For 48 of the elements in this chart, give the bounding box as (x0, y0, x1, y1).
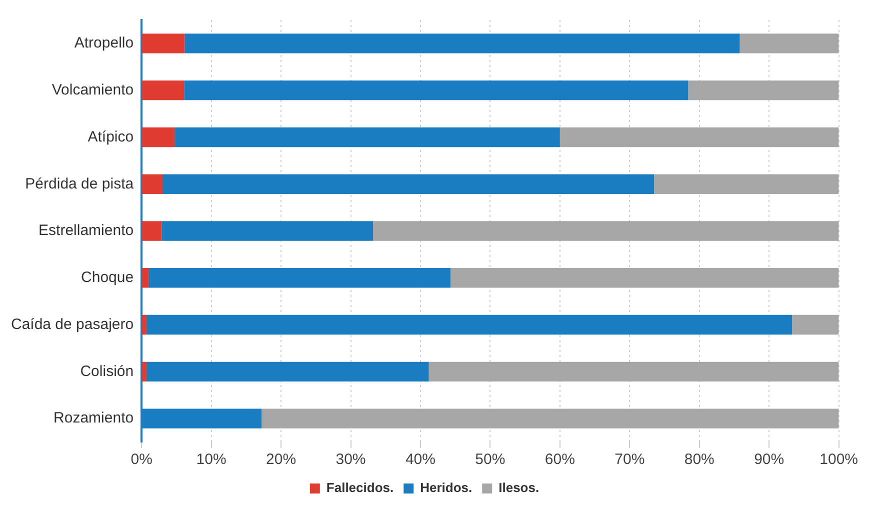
bar (740, 34, 839, 54)
bar (792, 314, 839, 335)
bar (146, 362, 429, 382)
bar (142, 314, 146, 335)
bar (688, 80, 839, 100)
bar (428, 362, 839, 382)
bar (146, 314, 792, 335)
y-tick-label: Pérdida de pista (25, 175, 134, 192)
bar (148, 268, 450, 288)
bar (262, 408, 839, 428)
x-tick-label: 50% (475, 451, 506, 468)
y-tick-label: Caída de pasajero (10, 316, 134, 333)
x-tick-label: 100% (820, 451, 858, 468)
legend-label: Heridos. (420, 480, 472, 496)
bar (175, 127, 560, 148)
bar (450, 268, 839, 288)
bar (373, 221, 839, 241)
bar (184, 34, 740, 54)
x-tick-label: 40% (405, 451, 436, 468)
x-tick-label: 20% (266, 451, 296, 468)
bar (142, 127, 176, 148)
bar (142, 174, 163, 194)
bar (654, 174, 839, 194)
y-tick-label: Choque (81, 269, 134, 286)
bar (142, 221, 162, 241)
legend-label: Ilesos. (498, 480, 540, 496)
y-tick-label: Atropello (74, 34, 134, 52)
x-tick-label: 80% (684, 451, 714, 468)
bar (162, 174, 654, 194)
x-tick-label: 0% (130, 451, 152, 468)
y-tick-label: Atípico (88, 128, 134, 146)
y-tick-label: Volcamiento (52, 81, 134, 98)
bar (142, 362, 146, 382)
y-tick-label: Colisión (80, 362, 134, 380)
legend-label: Fallecidos. (326, 480, 394, 496)
bar (142, 80, 184, 100)
x-tick-label: 30% (336, 451, 366, 468)
bar (142, 268, 149, 288)
y-tick-label: Estrellamiento (38, 222, 134, 240)
x-tick-label: 10% (196, 451, 226, 468)
bar (162, 221, 374, 241)
x-tick-label: 70% (614, 451, 645, 468)
bar (142, 34, 185, 54)
bar (560, 127, 839, 148)
x-tick-label: 60% (544, 451, 575, 468)
x-tick-label: 90% (754, 451, 784, 468)
bar (184, 80, 688, 100)
y-tick-label: Rozamiento (54, 410, 134, 427)
